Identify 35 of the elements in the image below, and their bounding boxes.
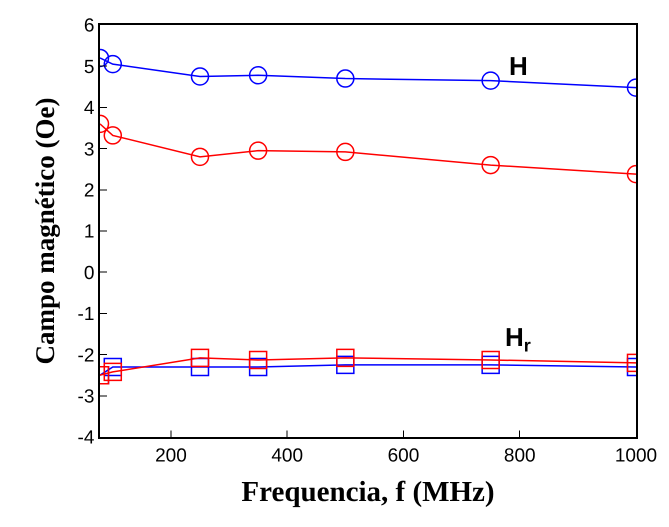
point bbox=[104, 362, 122, 382]
y-tick-label: 0 bbox=[84, 262, 94, 284]
y-tick-label: 2 bbox=[84, 180, 94, 202]
point bbox=[248, 66, 268, 84]
y-tick-label: -3 bbox=[78, 386, 94, 408]
y-tick-label: -2 bbox=[78, 345, 94, 366]
x-tick-label: 1000 bbox=[614, 446, 658, 467]
y-axis-title: Campo magnético (Oe) bbox=[30, 98, 60, 364]
point bbox=[190, 67, 210, 86]
point bbox=[336, 142, 355, 162]
y-tick-label: 1 bbox=[84, 222, 94, 243]
point bbox=[481, 350, 500, 370]
y-tick-label: 6 bbox=[84, 16, 94, 37]
point bbox=[104, 126, 122, 145]
y-tick-label: 3 bbox=[84, 139, 94, 160]
point bbox=[190, 148, 210, 166]
point bbox=[248, 350, 268, 370]
point bbox=[248, 141, 268, 160]
y-tick-label: -1 bbox=[78, 304, 94, 326]
y-tick-label: 5 bbox=[84, 56, 94, 78]
point bbox=[336, 348, 355, 368]
x-axis-title: Frequencia, f (MHz) bbox=[241, 476, 495, 508]
point bbox=[481, 71, 500, 90]
x-tick-label: 200 bbox=[155, 446, 187, 467]
annotation: H$_{r}$ bbox=[505, 322, 531, 356]
x-tick-label: 800 bbox=[504, 446, 536, 467]
point bbox=[336, 69, 355, 88]
point bbox=[481, 156, 500, 174]
x-tick-label: 400 bbox=[271, 446, 304, 467]
y-tick-label: -4 bbox=[78, 428, 95, 449]
point bbox=[190, 348, 210, 368]
x-tick-label: 600 bbox=[388, 446, 420, 467]
y-tick-label: 4 bbox=[84, 98, 95, 120]
annotation: H bbox=[509, 51, 528, 81]
point bbox=[104, 54, 122, 74]
